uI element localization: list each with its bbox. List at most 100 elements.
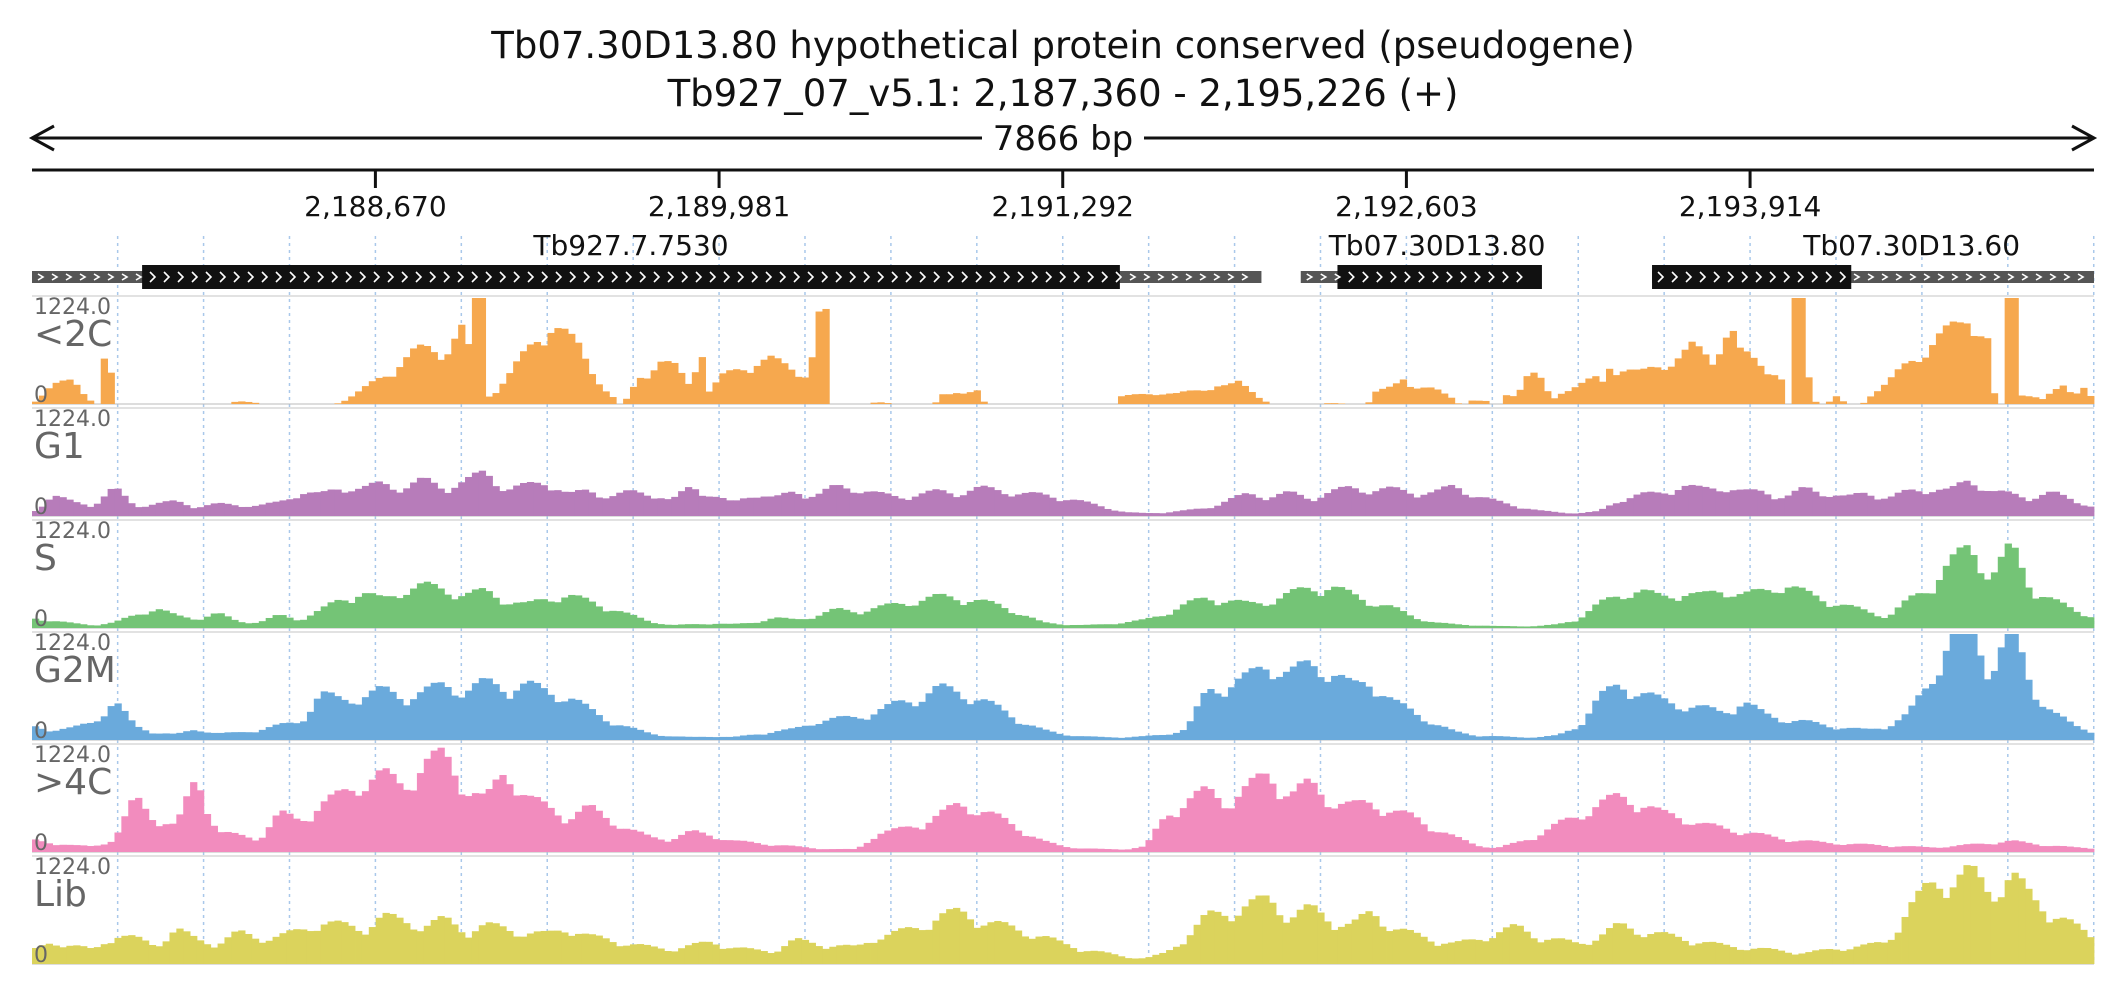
coverage-bar bbox=[1427, 621, 1435, 628]
coverage-bar bbox=[190, 935, 198, 964]
coverage-bar bbox=[774, 495, 782, 516]
coverage-bar bbox=[1509, 396, 1518, 404]
coverage-bar bbox=[1997, 556, 2006, 628]
track-name: G1 bbox=[34, 426, 85, 467]
coverage-bar bbox=[183, 617, 191, 628]
coverage-bar bbox=[1523, 626, 1531, 628]
coverage-bar bbox=[382, 912, 390, 964]
coverage-bar bbox=[1365, 605, 1373, 628]
coverage-bar bbox=[73, 502, 81, 516]
coverage-bar bbox=[1956, 634, 1964, 740]
strand-arrow-icon bbox=[1213, 273, 1221, 281]
coverage-bar bbox=[1179, 944, 1188, 964]
strand-arrow-icon bbox=[835, 271, 843, 283]
strand-arrow-icon bbox=[807, 271, 815, 283]
coverage-bar bbox=[1468, 939, 1476, 964]
coverage-bar bbox=[1042, 729, 1050, 740]
coverage-bar bbox=[1784, 495, 1792, 516]
coverage-bar bbox=[1069, 848, 1078, 852]
coverage-bar bbox=[973, 390, 981, 404]
strand-arrow-icon bbox=[1474, 271, 1481, 283]
coverage-bar bbox=[1441, 943, 1449, 964]
coverage-bar bbox=[1468, 400, 1476, 404]
coverage-bar bbox=[650, 498, 658, 516]
coverage-bar bbox=[1289, 589, 1298, 628]
coverage-bar bbox=[1523, 376, 1531, 404]
coverage-bar bbox=[217, 943, 225, 964]
coverage-bar bbox=[650, 946, 658, 964]
coverage-bar bbox=[1523, 840, 1531, 852]
coverage-bar bbox=[1344, 923, 1353, 964]
coverage-bar bbox=[1977, 490, 1985, 516]
coverage-bar bbox=[341, 600, 349, 628]
coverage-bar bbox=[286, 722, 294, 740]
coverage-bar bbox=[1970, 485, 1978, 516]
coverage-bar bbox=[80, 624, 88, 628]
coverage-bar bbox=[258, 942, 267, 964]
coverage-bar bbox=[1172, 609, 1181, 628]
coverage-bar bbox=[2080, 847, 2088, 852]
strand-arrow-icon bbox=[1129, 273, 1137, 281]
coverage-bar bbox=[465, 796, 473, 852]
coverage-bar bbox=[1159, 616, 1167, 628]
coverage-bar bbox=[1832, 949, 1841, 964]
coverage-bar bbox=[794, 938, 803, 964]
coverage-bar bbox=[444, 354, 452, 404]
coverage-bar bbox=[80, 504, 88, 516]
coverage-bar bbox=[1757, 947, 1765, 964]
coverage-bar bbox=[1509, 736, 1518, 740]
coverage-bar bbox=[966, 704, 975, 740]
coverage-bar bbox=[1152, 828, 1160, 852]
coverage-bar bbox=[1124, 395, 1133, 404]
track-name: >4C bbox=[34, 762, 112, 803]
coverage-bar bbox=[1049, 731, 1057, 740]
coverage-bar bbox=[451, 487, 459, 516]
coverage-bar bbox=[856, 718, 865, 740]
coverage-bar bbox=[66, 945, 74, 964]
coverage-bar bbox=[1832, 396, 1841, 404]
coverage-bar bbox=[1605, 686, 1614, 740]
coverage-bar bbox=[1461, 840, 1469, 852]
coverage-bar bbox=[691, 736, 700, 740]
track-name: <2C bbox=[34, 314, 112, 355]
coverage-bar bbox=[1654, 592, 1662, 628]
coverage-bar bbox=[1021, 835, 1030, 852]
coverage-bar bbox=[1894, 492, 1902, 516]
track-min-label: 0 bbox=[34, 943, 48, 968]
coverage-bar bbox=[939, 683, 947, 740]
coverage-bar bbox=[1482, 497, 1490, 516]
coverage-bar bbox=[1544, 939, 1552, 964]
coverage-bar bbox=[1413, 388, 1421, 404]
coverage-bar bbox=[1729, 714, 1737, 740]
coverage-bar bbox=[1379, 488, 1387, 516]
coverage-bar bbox=[568, 333, 576, 404]
strand-arrow-icon bbox=[1937, 273, 1945, 281]
coverage-bar bbox=[485, 591, 493, 628]
coverage-bar bbox=[1179, 391, 1188, 404]
coverage-bar bbox=[1922, 882, 1930, 964]
coverage-bar bbox=[623, 398, 631, 404]
coverage-bar bbox=[1386, 931, 1394, 964]
strand-arrow-icon bbox=[1143, 273, 1151, 281]
coverage-bar bbox=[561, 823, 569, 852]
coverage-bar bbox=[1757, 709, 1765, 740]
coverage-bar bbox=[953, 600, 961, 628]
coverage-bar bbox=[588, 601, 597, 628]
coverage-bar bbox=[183, 731, 191, 740]
coverage-bar bbox=[1901, 363, 1909, 404]
coverage-bar bbox=[554, 490, 562, 516]
coverage-bar bbox=[1372, 916, 1380, 964]
strand-arrow-icon bbox=[751, 271, 759, 283]
coverage-bar bbox=[238, 930, 246, 964]
coverage-bar bbox=[485, 396, 493, 404]
coverage-bar bbox=[1207, 508, 1215, 516]
coverage-bar bbox=[38, 395, 47, 404]
coverage-bar bbox=[403, 923, 411, 964]
coverage-bar bbox=[726, 370, 734, 404]
coverage-bar bbox=[1578, 943, 1586, 964]
coverage-bar bbox=[1791, 586, 1799, 628]
coverage-bar bbox=[1358, 913, 1366, 964]
coverage-bar bbox=[410, 929, 418, 964]
coverage-bar bbox=[547, 807, 555, 852]
